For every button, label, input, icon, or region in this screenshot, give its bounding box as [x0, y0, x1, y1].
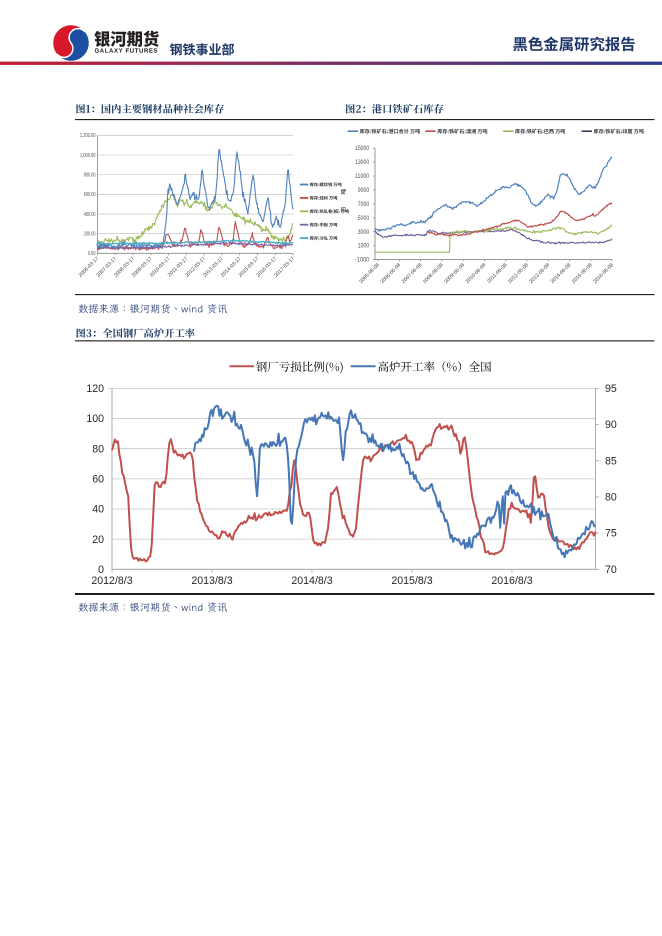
svg-text:95: 95: [605, 383, 617, 395]
svg-text:75: 75: [605, 528, 617, 540]
svg-text:90: 90: [605, 419, 617, 431]
svg-text:11000: 11000: [355, 173, 370, 180]
svg-text:5000: 5000: [358, 215, 370, 222]
svg-text:2013/8/3: 2013/8/3: [191, 575, 232, 587]
svg-text:20: 20: [92, 534, 104, 546]
svg-text:100: 100: [86, 413, 104, 425]
svg-text:13000: 13000: [355, 159, 370, 166]
svg-text:2015/8/3: 2015/8/3: [391, 575, 432, 587]
svg-text:80: 80: [605, 492, 617, 504]
svg-text:1,000.00: 1,000.00: [80, 153, 96, 159]
svg-text:2012/8/3: 2012/8/3: [91, 575, 132, 587]
svg-text:40: 40: [92, 504, 104, 516]
svg-text:0.00: 0.00: [88, 251, 96, 257]
svg-text:9000: 9000: [358, 187, 370, 194]
svg-text:60: 60: [92, 473, 104, 485]
svg-text:3000: 3000: [358, 229, 370, 236]
svg-text:80: 80: [92, 443, 104, 455]
svg-text:1000: 1000: [358, 243, 370, 250]
svg-text:600.00: 600.00: [84, 192, 96, 198]
svg-text:-1000: -1000: [355, 257, 370, 264]
svg-text:0: 0: [98, 564, 104, 576]
svg-text:85: 85: [605, 455, 617, 467]
svg-text:1,200.00: 1,200.00: [80, 133, 96, 139]
svg-text:70: 70: [605, 564, 617, 576]
svg-text:800.00: 800.00: [84, 173, 96, 179]
svg-text:2016/8/3: 2016/8/3: [491, 575, 532, 587]
svg-text:120: 120: [86, 383, 104, 395]
svg-text:7000: 7000: [358, 201, 370, 208]
svg-text:200.00: 200.00: [84, 231, 96, 237]
svg-text:400.00: 400.00: [84, 212, 96, 218]
svg-text:2014/8/3: 2014/8/3: [291, 575, 332, 587]
svg-text:15000: 15000: [355, 145, 370, 152]
